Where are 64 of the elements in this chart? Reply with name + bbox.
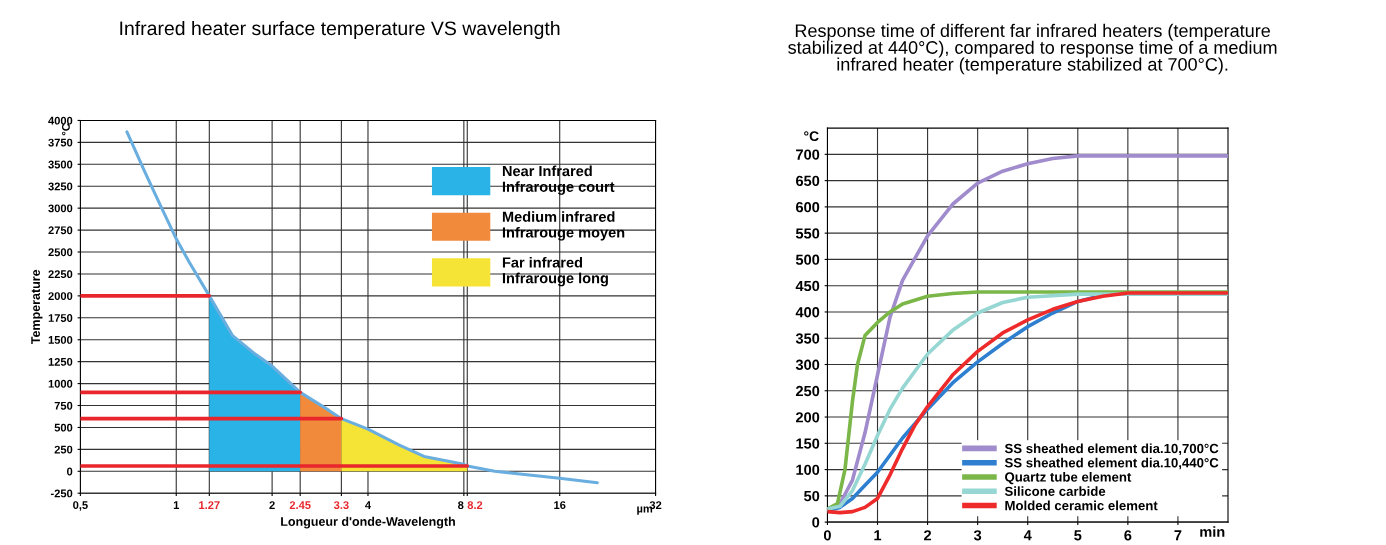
x-tick-label: 4 (1023, 530, 1032, 541)
x-tick-label: 1 (173, 501, 180, 509)
y-tick-label: 700 (796, 149, 820, 160)
y-tick-label: 1250 (48, 357, 73, 366)
y-tick-label: -250 (50, 489, 73, 498)
text: µm (637, 506, 653, 515)
y-tick-label: 500 (795, 254, 820, 265)
y-tick-label: 550 (795, 228, 820, 239)
x-tick-label: 3 (973, 530, 982, 541)
y-tick-label: 3750 (48, 138, 73, 147)
x-tick-label: 0 (823, 530, 831, 541)
x-tick-label: 8.2 (467, 501, 483, 510)
y-tick-label: 300 (795, 359, 820, 370)
y-tick-label: 250 (54, 445, 73, 454)
x-tick-label: 16 (554, 501, 566, 510)
legend-label: Quartz tube element (1005, 472, 1132, 485)
y-tick-label: 4000 (48, 116, 73, 125)
y-tick-label: 2250 (48, 270, 73, 279)
chart-title: Infrared heater surface temperature VS wavelength (120, 20, 560, 40)
y-tick-label: 500 (54, 423, 73, 432)
y-tick-label: 750 (54, 401, 73, 410)
x-tick-label: 2.45 (289, 501, 311, 510)
y-tick-label: 3250 (48, 182, 73, 191)
y-tick-label: 1000 (48, 379, 73, 388)
y-tick-label: 2500 (48, 248, 73, 257)
x-tick-label: 7 (1174, 530, 1182, 541)
y-tick-label: 250 (795, 385, 820, 397)
x-tick-label: 8 (458, 501, 464, 510)
legend-label: SS sheathed element dia.10,440°C (1004, 457, 1219, 470)
x-tick-label: 0,5 (73, 501, 88, 511)
y-tick-label: 200 (795, 412, 820, 423)
x-tick-label: 1.27 (199, 501, 220, 509)
x-tick-label: 6 (1124, 530, 1132, 541)
text: min (1200, 526, 1225, 537)
y-tick-label: 1500 (48, 335, 73, 344)
y-tick-label: 400 (795, 307, 820, 318)
y-tick-label: 0 (812, 517, 820, 528)
legend-label: Molded ceramic element (1005, 500, 1158, 511)
y-tick-label: 600 (796, 201, 820, 213)
x-tick-label: 5 (1074, 530, 1082, 541)
y-tick-label: 100 (796, 464, 820, 475)
x-axis-title: Longueur d'onde-Wavelength (281, 516, 455, 529)
x-tick-label: 2 (924, 530, 932, 541)
x-tick-label: 3.3 (333, 501, 349, 510)
y-tick-label: 3500 (48, 160, 73, 169)
y-tick-label: 2000 (48, 292, 73, 301)
y-tick-label: 650 (796, 175, 820, 187)
text: °C (61, 123, 70, 136)
y-tick-label: 50 (804, 490, 820, 502)
chart-title: Response time of different far infrared heaters (temperature stabilized at 440°C), compared to response time of a medium infrared heater (temperature stabilized at 700°C). (788, 23, 1277, 75)
x-tick-label: 1 (874, 530, 882, 541)
x-tick-label: 4 (365, 501, 372, 509)
y-tick-label: 350 (795, 333, 820, 344)
legend-label: Silicone carbide (1004, 486, 1106, 496)
y-tick-label: 150 (796, 438, 820, 449)
legend-label: SS sheathed element dia.10,700°C (1004, 443, 1219, 456)
y-tick-label: 3000 (48, 204, 73, 213)
text: °C (804, 131, 819, 142)
y-tick-label: 2750 (48, 226, 73, 235)
x-tick-label: 2 (269, 501, 275, 509)
y-tick-label: 1750 (48, 314, 73, 322)
y-axis-title: Temperature (31, 269, 43, 345)
y-tick-label: 0 (67, 467, 73, 476)
y-tick-label: 450 (795, 280, 820, 292)
